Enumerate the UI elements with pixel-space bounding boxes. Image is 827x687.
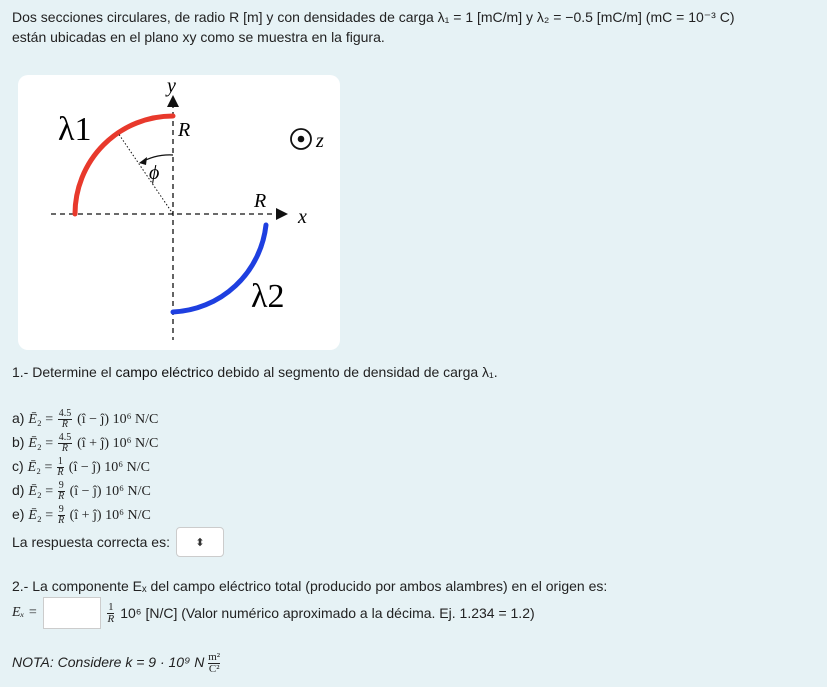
- question-1: 1.- Determine el campo eléctrico debido …: [12, 364, 498, 380]
- arcs-diagram: y x z R R λ1 λ2 ϕ: [51, 75, 324, 340]
- option-vector: (î − ĵ) 10⁶ N/C: [77, 412, 159, 427]
- frac-den: R: [58, 490, 65, 502]
- option-b: b) Ē₂ = 4.5 R (î + ĵ) 10⁶ N/C: [12, 430, 158, 454]
- answer-row: La respuesta correcta es: ⬍: [12, 527, 224, 557]
- question-2: 2.- La componente Eₓ del campo eléctrico…: [12, 578, 608, 594]
- frac-num: 9: [57, 503, 65, 516]
- y-arrow-icon: [167, 95, 179, 107]
- option-label: a): [12, 410, 25, 426]
- z-out-circle-icon: [290, 128, 312, 150]
- answer-select[interactable]: ⬍: [175, 527, 224, 557]
- option-e2: Ē₂ =: [28, 508, 57, 523]
- label-z: z: [315, 130, 324, 152]
- q1-highlight: campo eléctrico: [115, 364, 214, 380]
- x-arrow-icon: [276, 208, 288, 220]
- option-label: b): [12, 434, 25, 450]
- label-y: y: [165, 75, 176, 97]
- intro-line-1: Dos secciones circulares, de radio R [m]…: [12, 9, 735, 25]
- option-vector: (î + ĵ) 10⁶ N/C: [69, 508, 151, 523]
- arc-lambda2: [170, 222, 269, 315]
- ex-label: Eₓ =: [12, 605, 38, 620]
- radius-line: [117, 132, 174, 215]
- note-unit-den: C²: [208, 663, 220, 675]
- option-label: d): [12, 482, 25, 498]
- frac-num: 9: [57, 479, 65, 492]
- ex-units: 10⁶ [N/C] (Valor numérico aproximado a l…: [120, 605, 535, 621]
- option-vector: (î + ĵ) 10⁶ N/C: [77, 436, 159, 451]
- frac-num: 1: [56, 455, 64, 468]
- problem-statement: Dos secciones circulares, de radio R [m]…: [12, 7, 817, 47]
- intro-line-2: están ubicadas en el plano xy como se mu…: [12, 29, 385, 45]
- frac-den: R: [61, 442, 68, 454]
- option-e2: Ē₂ =: [28, 484, 57, 499]
- frac-den: R: [58, 514, 65, 526]
- frac-num: 4.5: [57, 431, 73, 444]
- frac-den: R: [57, 466, 64, 478]
- label-phi: ϕ: [149, 162, 159, 184]
- frac-den: R: [61, 418, 68, 430]
- select-arrows-icon: ⬍: [195, 536, 205, 549]
- z-out-dot-icon: [297, 135, 305, 143]
- arc-lambda1: [72, 113, 176, 217]
- option-frac: 4.5 R: [57, 431, 73, 454]
- label-r-right: R: [253, 190, 266, 212]
- note-unit-frac: m² C²: [208, 651, 221, 675]
- note-text: NOTA: Considere k = 9 · 10⁹ N: [12, 654, 205, 671]
- answer-label: La respuesta correcta es:: [12, 534, 170, 550]
- note-unit-num: m²: [208, 651, 221, 664]
- option-label: e): [12, 506, 25, 522]
- option-label: c): [12, 458, 24, 474]
- note: NOTA: Considere k = 9 · 10⁹ N m² C²: [12, 651, 221, 675]
- ex-frac-den: R: [107, 612, 115, 625]
- phi-arrow-icon: [139, 157, 147, 165]
- options-list: a) Ē₂ = 4.5 R (î − ĵ) 10⁶ N/C b) Ē₂ = 4.5…: [12, 406, 158, 526]
- option-vector: (î − ĵ) 10⁶ N/C: [69, 484, 151, 499]
- frac-num: 4.5: [57, 407, 73, 420]
- option-vector: (î − ĵ) 10⁶ N/C: [68, 460, 151, 475]
- option-a: a) Ē₂ = 4.5 R (î − ĵ) 10⁶ N/C: [12, 406, 158, 430]
- figure-panel: y x z R R λ1 λ2 ϕ: [18, 75, 340, 350]
- q1-suffix: debido al segmento de densidad de carga …: [213, 364, 498, 380]
- label-lambda2: λ2: [251, 278, 285, 315]
- option-e2: Ē₂ =: [27, 460, 56, 475]
- option-frac: 4.5 R: [57, 407, 73, 430]
- label-r-top: R: [177, 119, 190, 141]
- label-lambda1: λ1: [58, 111, 92, 148]
- option-e2: Ē₂ =: [28, 436, 57, 451]
- option-e2: Ē₂ =: [28, 412, 57, 427]
- q1-prefix: 1.- Determine el: [12, 364, 116, 380]
- ex-frac-num: 1: [107, 600, 115, 614]
- label-x: x: [297, 206, 307, 228]
- ex-input[interactable]: [43, 597, 102, 629]
